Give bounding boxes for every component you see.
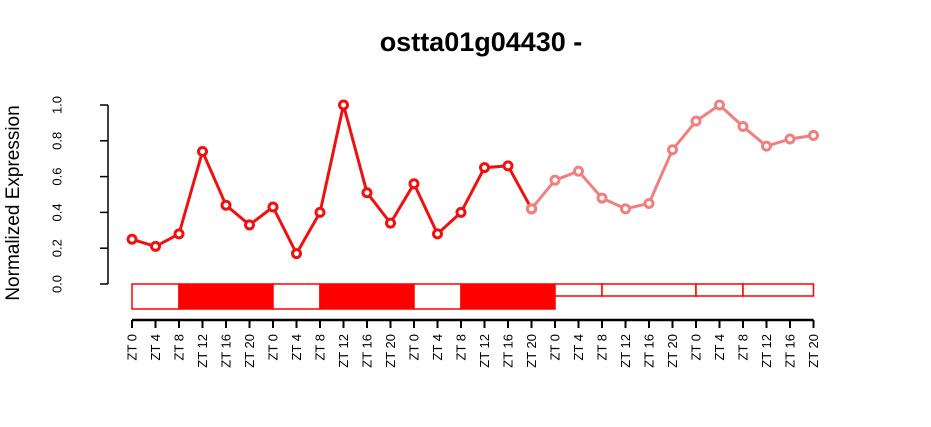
x-tick-label: ZT 0	[266, 334, 281, 361]
x-tick-label: ZT 12	[336, 334, 351, 368]
x-tick-label: ZT 4	[148, 334, 163, 361]
x-tick-label: ZT 12	[759, 334, 774, 368]
x-tick-label: ZT 0	[407, 334, 422, 361]
subjective-period-block	[601, 283, 697, 297]
data-point	[714, 99, 725, 111]
x-tick-label: ZT 4	[571, 334, 586, 361]
x-tick-label: ZT 20	[383, 334, 398, 368]
dark-period-block	[319, 283, 415, 310]
x-tick-label: ZT 8	[454, 334, 469, 361]
x-tick-label: ZT 4	[712, 334, 727, 361]
x-tick-label: ZT 0	[548, 334, 563, 361]
data-point	[502, 160, 514, 172]
y-axis-label: Normalized Expression	[3, 105, 24, 300]
data-point	[244, 219, 255, 231]
x-tick-label: ZT 16	[501, 334, 516, 368]
data-point	[620, 203, 631, 215]
x-tick-label: ZT 8	[736, 334, 751, 361]
series-line	[131, 103, 533, 256]
light-period-block	[272, 283, 321, 310]
y-tick-label: 0.6	[50, 168, 65, 186]
series-layer	[126, 99, 819, 260]
dark-period-block	[460, 283, 556, 310]
x-tick-label: ZT 0	[689, 334, 704, 361]
data-point	[220, 199, 232, 211]
series-1	[126, 99, 537, 260]
data-point	[690, 115, 702, 127]
subjective-period-block	[554, 283, 603, 297]
data-point	[784, 133, 796, 145]
data-point	[643, 197, 655, 209]
x-axis: ZT 0 ZT 4 ZT 8 ZT 12 ZT 16 ZT 20 ZT 0 ZT 4 ZT 8 Z…	[125, 318, 821, 368]
data-point	[385, 217, 396, 229]
data-point	[667, 144, 678, 156]
data-point	[479, 162, 490, 174]
x-tick-label: ZT 20	[806, 334, 821, 368]
x-tick-label: ZT 16	[219, 334, 234, 368]
data-point	[314, 206, 326, 218]
data-point	[737, 120, 749, 132]
subjective-period-block	[695, 283, 744, 297]
x-tick-label: ZT 20	[665, 334, 680, 368]
y-tick-label: 1.0	[50, 96, 65, 114]
data-point	[596, 192, 608, 204]
data-point	[432, 228, 443, 240]
x-tick-label: ZT 4	[430, 334, 445, 361]
data-point	[338, 99, 349, 111]
x-tick-label: ZT 8	[313, 334, 328, 361]
series-line	[530, 103, 814, 211]
x-tick-label: ZT 16	[360, 334, 375, 368]
chart-title: ostta01g04430 -	[380, 27, 583, 57]
data-point	[291, 248, 302, 260]
data-point	[573, 165, 584, 177]
x-tick-label: ZT 20	[242, 334, 257, 368]
data-point	[808, 129, 819, 141]
x-tick-label: ZT 20	[524, 334, 539, 368]
data-point	[173, 228, 185, 240]
x-tick-label: ZT 12	[477, 334, 492, 368]
data-point	[455, 206, 467, 218]
y-tick-label: 0.8	[50, 132, 65, 150]
data-point	[761, 140, 772, 152]
y-axis: 0.0 0.2 0.4 0.6 0.8 1.0	[50, 96, 109, 293]
light-period-block	[131, 283, 180, 310]
data-point	[197, 146, 208, 158]
x-tick-label: ZT 12	[618, 334, 633, 368]
data-point	[526, 203, 537, 215]
dark-period-block	[178, 283, 274, 310]
light-dark-bar	[131, 283, 815, 310]
x-tick-label: ZT 8	[595, 334, 610, 361]
x-tick-label: ZT 16	[642, 334, 657, 368]
y-tick-label: 0.4	[50, 203, 65, 221]
x-tick-label: ZT 12	[195, 334, 210, 368]
data-point	[549, 174, 561, 186]
y-tick-label: 0.0	[50, 275, 65, 293]
data-point	[361, 187, 373, 199]
subjective-period-block	[742, 283, 815, 297]
series-2	[526, 99, 819, 215]
data-point	[150, 240, 161, 252]
x-tick-label: ZT 8	[172, 334, 187, 361]
x-tick-label: ZT 0	[125, 334, 140, 361]
data-point	[408, 178, 420, 190]
x-tick-label: ZT 16	[783, 334, 798, 368]
light-period-block	[413, 283, 462, 310]
data-point	[267, 201, 279, 213]
y-tick-label: 0.2	[50, 239, 65, 257]
data-point	[126, 233, 138, 245]
x-tick-label: ZT 4	[289, 334, 304, 361]
